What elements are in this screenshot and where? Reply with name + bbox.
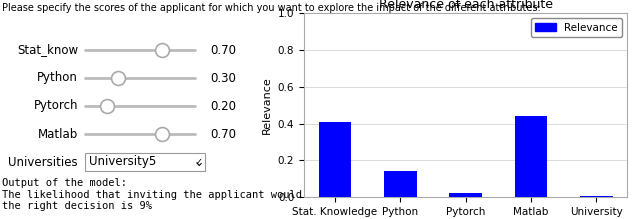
Legend: Relevance: Relevance <box>531 18 622 37</box>
Text: Stat_know: Stat_know <box>17 44 78 57</box>
Text: Output of the model:
The likelihood that inviting the applicant would be
the rig: Output of the model: The likelihood that… <box>2 178 321 211</box>
Bar <box>515 116 547 197</box>
FancyBboxPatch shape <box>85 153 205 171</box>
Text: Please specify the scores of the applicant for which you want to explore the imp: Please specify the scores of the applica… <box>2 3 541 13</box>
Text: 0.70: 0.70 <box>210 44 236 57</box>
Title: Relevance of each attribute: Relevance of each attribute <box>379 0 552 11</box>
Text: ✓: ✓ <box>195 157 203 167</box>
Text: Python: Python <box>37 71 78 85</box>
Bar <box>580 196 612 197</box>
Bar <box>384 171 417 197</box>
Text: 0.20: 0.20 <box>210 99 236 113</box>
Text: ⌄: ⌄ <box>194 155 204 168</box>
Text: 0.30: 0.30 <box>210 71 236 85</box>
Bar <box>319 122 351 197</box>
Bar <box>449 193 482 197</box>
Y-axis label: Relevance: Relevance <box>262 76 272 134</box>
Text: Pytorch: Pytorch <box>33 99 78 113</box>
Text: Matlab: Matlab <box>38 127 78 141</box>
Text: 0.70: 0.70 <box>210 127 236 141</box>
Text: University5: University5 <box>89 155 156 168</box>
Text: Universities: Universities <box>8 155 78 168</box>
